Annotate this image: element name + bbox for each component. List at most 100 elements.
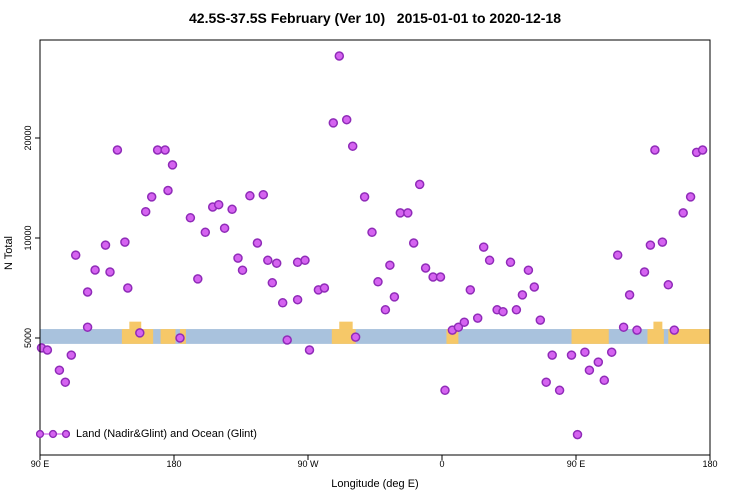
data-point[interactable] — [258, 189, 269, 200]
data-point[interactable] — [593, 357, 604, 367]
data-point[interactable] — [42, 345, 53, 355]
data-point[interactable] — [304, 345, 315, 355]
data-point[interactable] — [453, 322, 464, 332]
data-point[interactable] — [547, 350, 557, 360]
data-point[interactable] — [484, 255, 495, 266]
data-point[interactable] — [435, 272, 446, 282]
data-point[interactable] — [624, 290, 635, 300]
data-point[interactable] — [505, 257, 516, 268]
data-point[interactable] — [300, 255, 310, 266]
data-point[interactable] — [350, 332, 361, 342]
data-point[interactable] — [367, 227, 377, 238]
data-point[interactable] — [669, 325, 680, 335]
data-point[interactable] — [90, 265, 100, 275]
data-point[interactable] — [414, 179, 425, 190]
data-point[interactable] — [459, 317, 470, 327]
data-point[interactable] — [167, 160, 178, 170]
data-point[interactable] — [657, 237, 668, 247]
data-point[interactable] — [663, 280, 674, 290]
data-point[interactable] — [385, 260, 395, 270]
x-tick-label: 90 E — [566, 459, 586, 469]
data-point[interactable] — [70, 250, 81, 260]
data-point[interactable] — [193, 274, 203, 284]
data-point[interactable] — [580, 347, 590, 357]
data-point[interactable] — [282, 335, 292, 345]
data-point[interactable] — [618, 322, 629, 332]
data-point[interactable] — [140, 206, 151, 217]
data-point[interactable] — [685, 192, 696, 202]
data-point[interactable] — [380, 305, 391, 315]
data-point[interactable] — [82, 322, 93, 332]
data-point[interactable] — [252, 238, 263, 248]
data-point[interactable] — [123, 283, 133, 293]
data-point[interactable] — [478, 242, 489, 252]
data-point[interactable] — [498, 306, 508, 317]
data-point[interactable] — [359, 192, 370, 202]
data-point[interactable] — [523, 265, 534, 275]
data-point[interactable] — [60, 377, 71, 387]
data-point[interactable] — [440, 385, 450, 396]
data-point[interactable] — [267, 278, 278, 288]
data-point[interactable] — [319, 283, 330, 293]
data-point[interactable] — [645, 240, 656, 250]
data-point[interactable] — [100, 240, 111, 250]
legend: Land (Nadir&Glint) and Ocean (Glint) — [36, 428, 257, 440]
data-point[interactable] — [135, 328, 145, 338]
land-segment — [160, 329, 176, 344]
data-point[interactable] — [347, 141, 358, 151]
data-point[interactable] — [650, 145, 660, 155]
data-point[interactable] — [511, 305, 522, 315]
data-point[interactable] — [245, 191, 255, 201]
data-point[interactable] — [334, 51, 345, 61]
x-tick-label: 0 — [439, 459, 445, 469]
data-point[interactable] — [175, 333, 185, 343]
data-point[interactable] — [112, 145, 123, 155]
data-point[interactable] — [160, 145, 170, 155]
data-point[interactable] — [341, 114, 352, 125]
data-point[interactable] — [263, 255, 273, 266]
data-point[interactable] — [185, 213, 196, 223]
data-point[interactable] — [678, 208, 688, 218]
data-point[interactable] — [219, 223, 230, 233]
data-point[interactable] — [566, 350, 577, 360]
data-point[interactable] — [554, 385, 565, 396]
land-segment — [668, 329, 710, 344]
data-point[interactable] — [227, 204, 237, 215]
data-point[interactable] — [237, 265, 248, 275]
data-point[interactable] — [389, 292, 400, 302]
x-axis-label: Longitude (deg E) — [331, 478, 419, 490]
data-point[interactable] — [328, 118, 339, 128]
data-point[interactable] — [120, 237, 130, 247]
data-point[interactable] — [465, 285, 476, 295]
data-point[interactable] — [54, 365, 65, 375]
data-point[interactable] — [233, 253, 243, 263]
data-point[interactable] — [535, 315, 546, 325]
data-point[interactable] — [420, 263, 431, 273]
data-point[interactable] — [529, 282, 540, 292]
data-point[interactable] — [292, 294, 303, 305]
data-point[interactable] — [408, 238, 419, 248]
data-point[interactable] — [271, 258, 282, 268]
data-point[interactable] — [213, 199, 224, 210]
data-point[interactable] — [606, 347, 617, 357]
data-point[interactable] — [200, 227, 211, 238]
data-point[interactable] — [403, 208, 413, 218]
data-point[interactable] — [373, 277, 383, 287]
data-point[interactable] — [163, 185, 173, 196]
data-point[interactable] — [599, 375, 610, 386]
data-point[interactable] — [572, 429, 583, 440]
data-point[interactable] — [517, 290, 528, 300]
data-point[interactable] — [277, 298, 288, 308]
data-point[interactable] — [66, 350, 77, 360]
data-point[interactable] — [584, 365, 595, 375]
data-point[interactable] — [612, 250, 623, 260]
data-point[interactable] — [146, 192, 157, 202]
data-point[interactable] — [632, 325, 642, 335]
data-point[interactable] — [697, 145, 708, 155]
data-point[interactable] — [541, 377, 551, 387]
data-point[interactable] — [82, 287, 93, 297]
data-point[interactable] — [472, 313, 483, 323]
data-point[interactable] — [105, 267, 115, 277]
y-tick-label: 5000 — [23, 327, 33, 349]
data-point[interactable] — [639, 267, 650, 277]
